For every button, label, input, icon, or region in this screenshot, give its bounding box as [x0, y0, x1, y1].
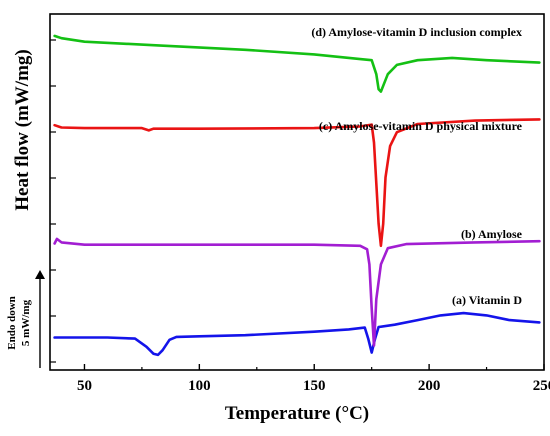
series-label-1: (b) Amylose — [461, 227, 523, 241]
scale-bar: Endo down 5 mW/mg — [6, 270, 45, 368]
series-line-3 — [53, 34, 541, 93]
axis-ticks: 50 100 150 200 250 — [50, 39, 550, 394]
series-labels: (a) Vitamin D (b) Amylose (c) Amylose-vita… — [311, 25, 522, 307]
x-tick-label-50: 50 — [77, 378, 92, 394]
plot-frame — [49, 13, 545, 371]
scale-bar-arrowhead — [35, 270, 45, 279]
scale-bar-text-1: Endo down — [6, 296, 18, 350]
series-line-1 — [53, 237, 541, 347]
series-label-2: (c) Amylose-vitamin D physical mixture — [319, 119, 523, 133]
x-tick-label-100: 100 — [188, 378, 211, 394]
x-tick-label-250: 250 — [533, 378, 550, 394]
scale-bar-text-2: 5 mW/mg — [20, 299, 32, 346]
series-label-3: (d) Amylose-vitamin D inclusion complex — [311, 25, 522, 39]
x-axis-label: Temperature (°C) — [225, 403, 369, 424]
series-layer — [53, 34, 541, 357]
x-tick-label-200: 200 — [418, 378, 441, 394]
series-label-0: (a) Vitamin D — [452, 293, 522, 307]
y-axis-label: Heat flow (mW/mg) — [12, 49, 33, 210]
series-line-0 — [53, 311, 541, 357]
x-tick-label-150: 150 — [303, 378, 326, 394]
series-line-2 — [53, 118, 541, 248]
